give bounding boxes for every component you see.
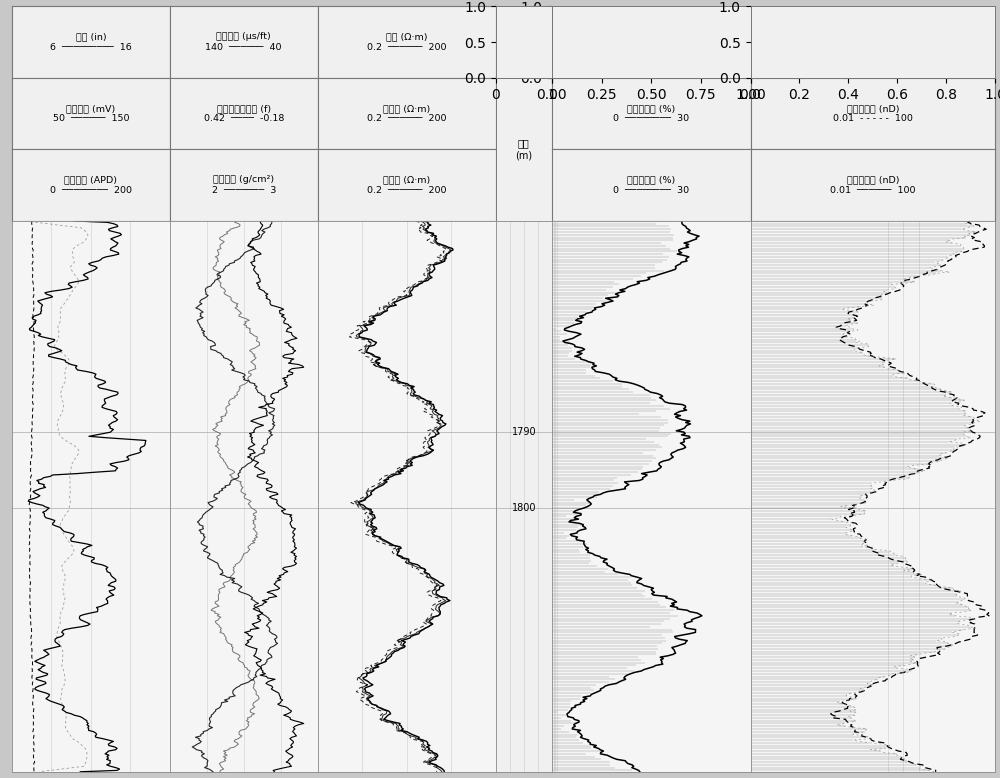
Text: 岩心渗透率 (nD)
0.01  ──────  100: 岩心渗透率 (nD) 0.01 ────── 100 bbox=[830, 176, 916, 194]
Text: 深侧向 (Ω·m)
0.2  ──────  200: 深侧向 (Ω·m) 0.2 ────── 200 bbox=[367, 176, 446, 194]
Text: 测井渗透率 (nD)
0.01  - - - - -  100: 测井渗透率 (nD) 0.01 - - - - - 100 bbox=[833, 104, 913, 123]
Text: 补偿中子孔隙度 (f)
0.42  ────  -0.18: 补偿中子孔隙度 (f) 0.42 ──── -0.18 bbox=[204, 104, 284, 123]
Text: 微球 (Ω·m)
0.2  ──────  200: 微球 (Ω·m) 0.2 ────── 200 bbox=[367, 33, 446, 51]
Text: 1790: 1790 bbox=[512, 427, 536, 437]
Text: 补偿密度 (g/cm²)
2  ───────  3: 补偿密度 (g/cm²) 2 ─────── 3 bbox=[212, 176, 276, 194]
Text: 声波时差 (μs/ft)
140  ──────  40: 声波时差 (μs/ft) 140 ────── 40 bbox=[205, 33, 282, 51]
Text: 自然伽马 (APD)
0  ────────  200: 自然伽马 (APD) 0 ──────── 200 bbox=[50, 176, 132, 194]
Text: 1800: 1800 bbox=[512, 503, 536, 513]
Text: 岩心孔隙度 (%)
0  ────────  30: 岩心孔隙度 (%) 0 ──────── 30 bbox=[613, 176, 689, 194]
Text: 深度
(m): 深度 (m) bbox=[515, 138, 532, 160]
Text: 井径 (in)
6  ─────────  16: 井径 (in) 6 ───────── 16 bbox=[50, 33, 132, 51]
Text: 浅侧向 (Ω·m)
0.2  ──────  200: 浅侧向 (Ω·m) 0.2 ────── 200 bbox=[367, 104, 446, 123]
Text: 自然电位 (mV)
50  ──────  150: 自然电位 (mV) 50 ────── 150 bbox=[53, 104, 129, 123]
Text: 测井孔隙度 (%)
0  ────────  30: 测井孔隙度 (%) 0 ──────── 30 bbox=[613, 104, 689, 123]
